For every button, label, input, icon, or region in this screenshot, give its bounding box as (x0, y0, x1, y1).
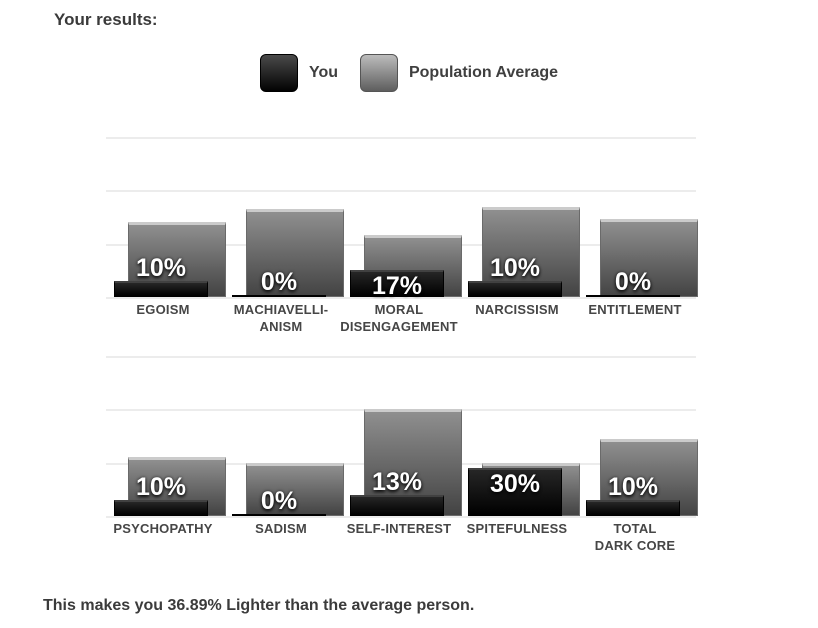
category-label-self-interest: SELF-INTEREST (346, 521, 452, 536)
you-bar (232, 295, 326, 297)
legend-item-population-average: Population Average (359, 54, 559, 92)
summary-text: This makes you 36.89% Lighter than the a… (43, 597, 475, 614)
bar-group-total-dark-core: 10% (576, 356, 698, 516)
you-value-label: 10% (135, 473, 187, 501)
category-label-egoism: EGOISM (136, 302, 190, 317)
plot-area: 10% 0% 17% 10% 0% (104, 137, 698, 300)
plot-area: 10% 0% 13% 30% 10% (104, 356, 698, 518)
bar-group-narcissism: 10% (458, 137, 580, 297)
population-average-swatch-icon (359, 54, 398, 92)
legend-item-you: You (259, 54, 338, 92)
bar-group-moral-disengagement: 17% (340, 137, 462, 300)
bar-group-egoism: 10% (104, 137, 226, 297)
gridline-100-percent (106, 356, 696, 358)
you-value-label: 17% (371, 272, 423, 300)
chart-row-dark-traits-2: 10% 0% 13% 30% 10% PSYCHOPATHY SADISM SELF-INT… (104, 356, 698, 571)
you-bar (114, 500, 208, 516)
gridline-0-percent (106, 297, 696, 299)
category-label-total-dark-core: TOTAL DARK CORE (594, 521, 676, 553)
you-bar (232, 514, 326, 516)
legend-label-population-average: Population Average (408, 64, 559, 81)
gridline-0-percent (106, 516, 696, 518)
bar-group-sadism: 0% (222, 356, 344, 516)
bar-group-spitefulness: 30% (458, 356, 580, 516)
you-value-label: 0% (260, 487, 298, 515)
you-bar (586, 295, 680, 297)
category-label-moral-disengagement: MORAL DISENGAGEMENT (340, 302, 458, 334)
you-value-label: 10% (489, 254, 541, 282)
bar-group-machiavellianism: 0% (222, 137, 344, 297)
you-value-label: 0% (614, 268, 652, 296)
category-label-machiavellianism: MACHIAVELLI- ANISM (233, 302, 329, 334)
chart-legend: You Population Average (0, 54, 818, 92)
you-bar (114, 281, 208, 297)
category-label-narcissism: NARCISSISM (475, 302, 559, 317)
category-label-sadism: SADISM (255, 521, 307, 536)
category-label-spitefulness: SPITEFULNESS (466, 521, 568, 536)
legend-label-you: You (308, 64, 338, 81)
you-swatch-icon (259, 54, 298, 92)
chart-row-dark-traits-1: 10% 0% 17% 10% 0% EGOISM MACHIAVELLI- ANISM MOR… (104, 137, 698, 352)
you-bar (468, 468, 562, 516)
category-label-entitlement: ENTITLEMENT (588, 302, 682, 317)
population-average-bar (246, 463, 344, 516)
gridline-66.7-percent (106, 190, 696, 193)
category-label-psychopathy: PSYCHOPATHY (113, 521, 213, 536)
you-value-label: 13% (371, 468, 423, 496)
you-value-label: 10% (607, 473, 659, 501)
you-value-label: 10% (135, 254, 187, 282)
you-bar (350, 270, 444, 297)
bar-group-entitlement: 0% (576, 137, 698, 297)
page-title: Your results: (54, 10, 158, 29)
you-bar (350, 495, 444, 516)
you-value-label: 30% (489, 470, 541, 498)
you-bar (586, 500, 680, 516)
you-value-label: 0% (260, 268, 298, 296)
population-average-bar (600, 219, 698, 297)
bar-group-self-interest: 13% (340, 356, 462, 516)
gridline-100-percent (106, 137, 696, 139)
bar-group-psychopathy: 10% (104, 356, 226, 516)
population-average-bar (246, 209, 344, 297)
you-bar (468, 281, 562, 297)
